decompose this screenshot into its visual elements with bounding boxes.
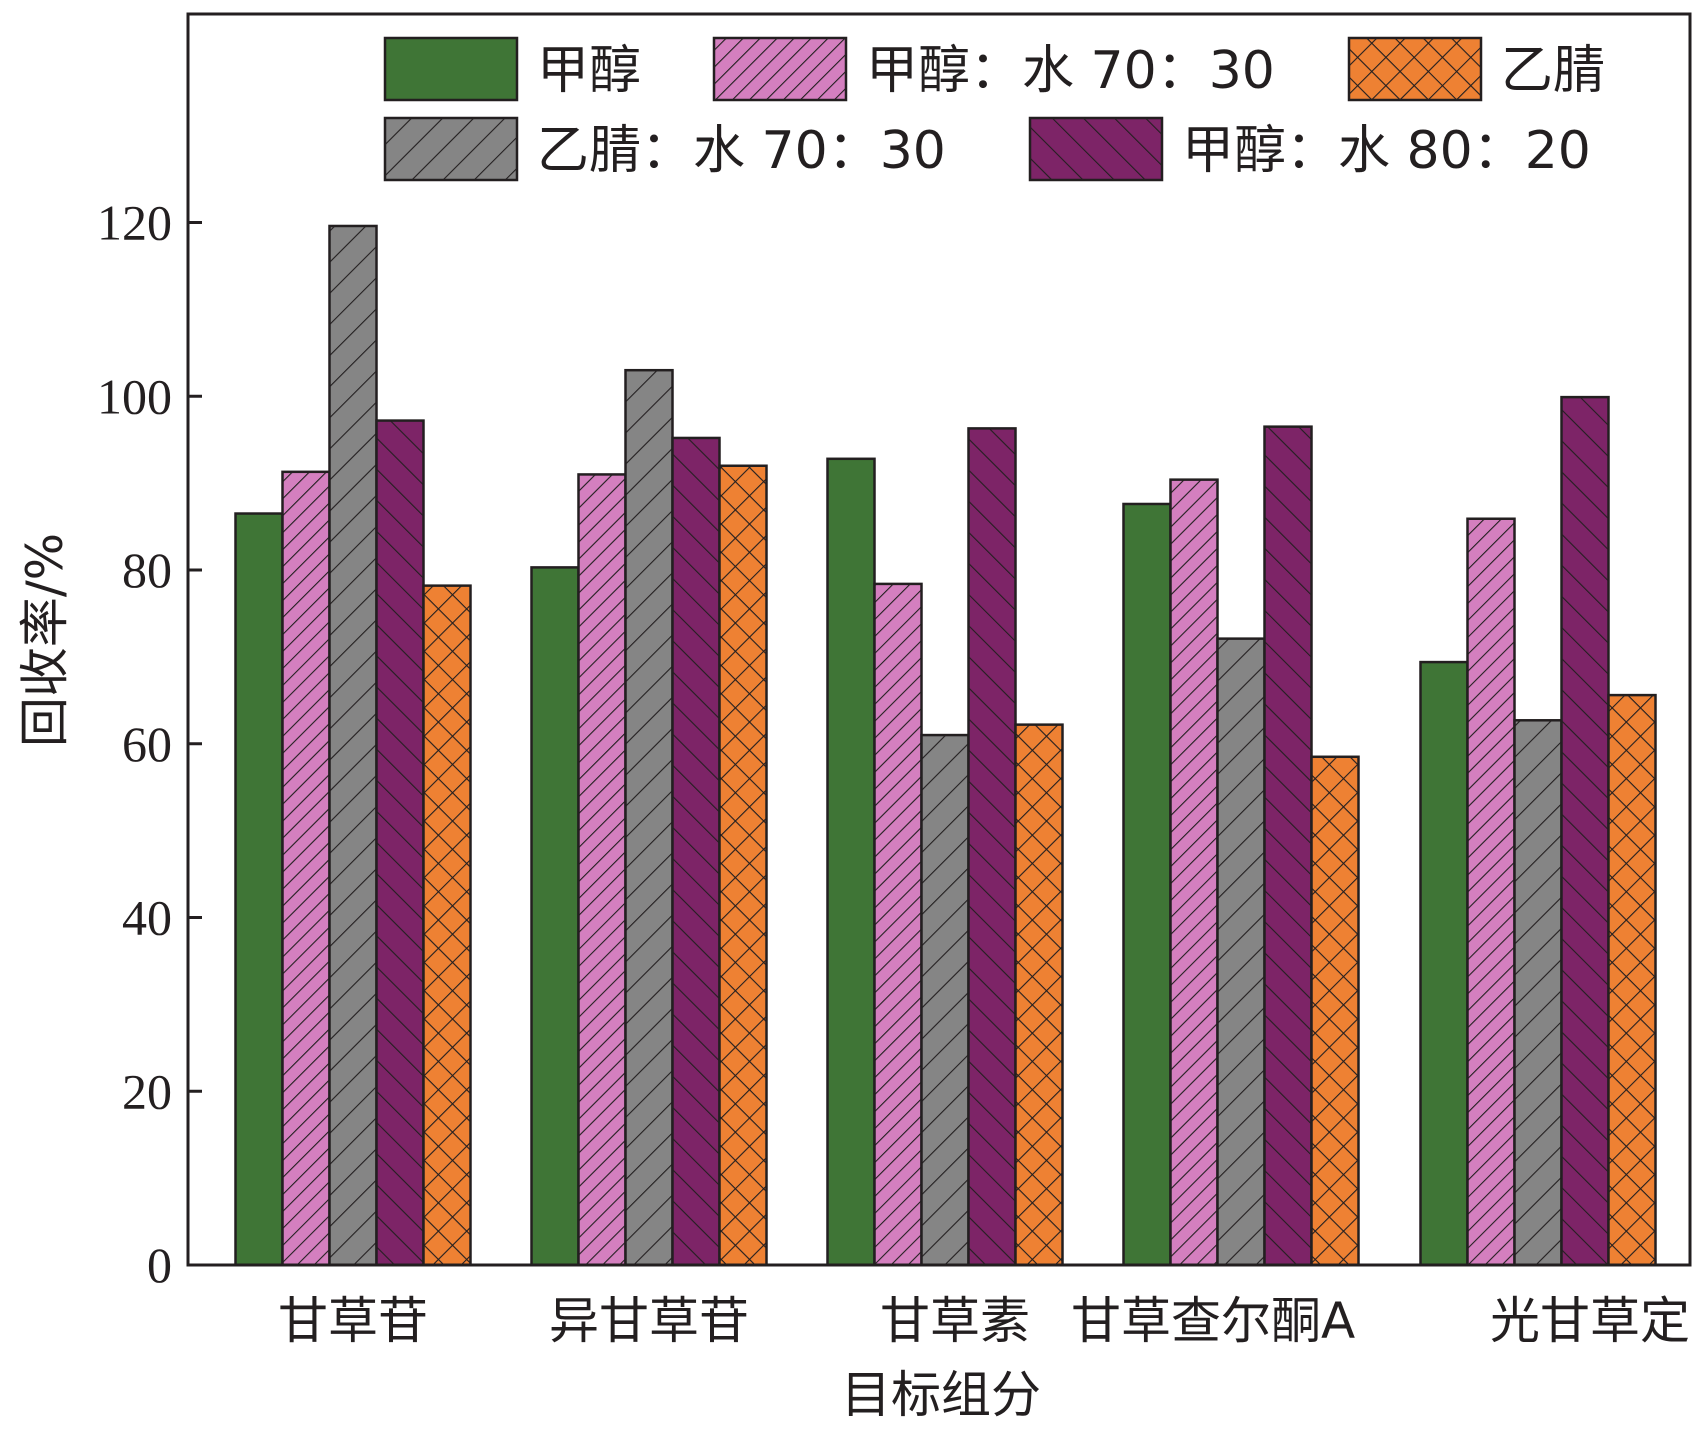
bar-3-1 (1169, 478, 1219, 1267)
bar-0-3 (375, 419, 425, 1267)
legend-label: 甲醇：水 70：30 (866, 41, 1275, 101)
bar-4-2 (1513, 719, 1563, 1267)
legend-item: 甲醇：水 80：20 (1028, 116, 1591, 182)
bar-1-3 (671, 436, 721, 1267)
legend-label: 乙腈 (1501, 41, 1605, 101)
bar-4-3 (1560, 395, 1610, 1267)
y-tick-label: 100 (97, 368, 172, 424)
bar-1-2 (624, 368, 674, 1267)
legend-label: 甲醇：水 80：20 (1182, 121, 1591, 181)
x-category-label: 甘草苷 (278, 1292, 428, 1350)
legend-swatch (1347, 36, 1483, 102)
y-tick-label: 80 (122, 542, 172, 598)
bar-0-0 (234, 512, 284, 1267)
legend-swatch (383, 116, 519, 182)
bar-4-0 (1419, 660, 1469, 1267)
x-category-label: 异甘草苷 (549, 1292, 749, 1350)
bar-1-0 (530, 566, 580, 1267)
legend-swatch (1028, 116, 1164, 182)
plot-area-frame (186, 12, 1692, 1267)
y-tick-label: 40 (122, 890, 172, 946)
y-axis-title: 回收率/% (16, 533, 74, 747)
y-tick-label: 0 (147, 1237, 172, 1293)
legend-item: 甲醇 (383, 36, 641, 102)
legend-item: 甲醇：水 70：30 (712, 36, 1275, 102)
x-category-label: 甘草素 (880, 1292, 1030, 1350)
bar-2-2 (920, 733, 970, 1267)
bar-0-4 (422, 584, 472, 1267)
legend-swatch (712, 36, 848, 102)
bar-3-2 (1216, 637, 1266, 1267)
legend-item: 乙腈 (1347, 36, 1605, 102)
bar-2-3 (967, 427, 1017, 1267)
x-category-label: 光甘草定 (1490, 1292, 1690, 1350)
legend-label: 甲醇 (537, 41, 641, 101)
bar-0-2 (328, 224, 378, 1267)
y-tick-label: 60 (122, 716, 172, 772)
bar-3-0 (1122, 502, 1172, 1267)
y-tick-label: 120 (97, 195, 172, 251)
bar-3-3 (1263, 425, 1313, 1267)
bars-layer (234, 224, 1657, 1267)
x-axis-categories: 甘草苷 异甘草苷 甘草素 甘草查尔酮A 光甘草定 (278, 1292, 1690, 1350)
legend-label: 乙腈：水 70：30 (537, 121, 946, 181)
x-axis-title: 目标组分 (841, 1366, 1041, 1424)
x-category-label: 甘草查尔酮A (1071, 1292, 1355, 1350)
bar-2-0 (826, 457, 876, 1267)
bar-2-4 (1014, 723, 1064, 1267)
bar-0-1 (281, 470, 331, 1267)
bar-3-4 (1310, 755, 1360, 1267)
bar-1-1 (577, 473, 627, 1267)
legend-swatch (383, 36, 519, 102)
bar-2-1 (873, 582, 923, 1267)
y-axis-ticks: 0 20 40 60 80 100 120 (97, 195, 202, 1293)
bar-4-4 (1607, 693, 1657, 1267)
bar-4-1 (1466, 517, 1516, 1267)
legend-item: 乙腈：水 70：30 (383, 116, 946, 182)
bar-1-4 (718, 464, 768, 1267)
y-tick-label: 20 (122, 1063, 172, 1119)
